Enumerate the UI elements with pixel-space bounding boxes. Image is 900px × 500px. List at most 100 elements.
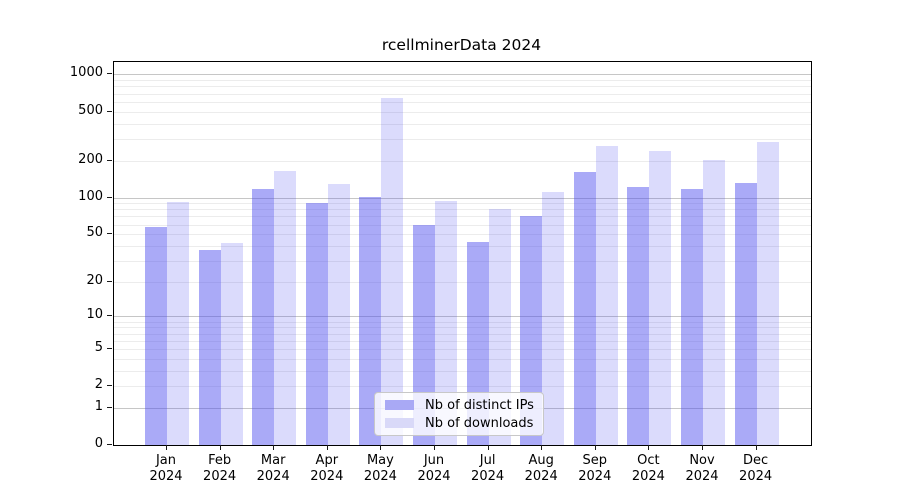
x-axis-tick <box>380 445 382 450</box>
x-axis-tick <box>434 445 435 450</box>
grid-line-minor <box>114 123 811 125</box>
x-axis-tick <box>541 445 543 450</box>
y-axis-tick <box>107 347 112 349</box>
grid-line-minor <box>114 260 811 262</box>
x-axis-tick <box>755 445 757 450</box>
x-axis-tick <box>702 445 703 450</box>
bar-distinct-ips <box>627 186 650 445</box>
grid-line-minor <box>114 209 811 211</box>
y-axis-tick <box>107 385 112 387</box>
x-axis-tick <box>487 445 489 450</box>
bar-distinct-ips <box>573 172 596 445</box>
bar-downloads <box>488 208 511 445</box>
y-axis-tick-label: 20 <box>86 272 103 288</box>
grid-line-minor <box>114 340 811 342</box>
bar-distinct-ips <box>413 224 435 445</box>
bar-distinct-ips <box>359 196 382 445</box>
grid-line-minor <box>114 86 811 88</box>
bar-downloads <box>435 200 457 445</box>
bar-distinct-ips <box>305 202 328 445</box>
bar-distinct-ips <box>734 182 757 445</box>
bar-downloads <box>649 151 672 445</box>
x-axis-tick <box>326 445 328 450</box>
bar-distinct-ips <box>252 189 275 445</box>
chart-title: rcellminerData 2024 <box>381 36 542 54</box>
grid-line-minor <box>114 333 811 335</box>
bar-distinct-ips <box>198 249 221 445</box>
legend-item: Nb of downloads <box>385 416 535 431</box>
legend-swatch-distinct-ips <box>385 400 414 410</box>
x-axis-tick-label: Jun 2024 <box>417 453 451 484</box>
grid-line-major <box>114 197 811 199</box>
legend: Nb of distinct IPs Nb of downloads <box>374 392 544 436</box>
bar-downloads <box>542 191 565 445</box>
x-axis-tick <box>648 445 650 450</box>
grid-line-minor <box>114 348 811 350</box>
y-axis-tick <box>107 444 112 445</box>
y-axis-tick-label: 0 <box>94 436 103 451</box>
x-axis-tick-label: Mar 2024 <box>256 453 290 484</box>
y-axis-tick-label: 10 <box>86 307 103 323</box>
y-axis-tick <box>107 196 112 198</box>
x-axis-tick-label: Apr 2024 <box>310 453 344 484</box>
x-axis-tick-label: Oct 2024 <box>631 453 665 484</box>
y-axis-tick-label: 2 <box>94 377 103 393</box>
y-axis-tick <box>107 73 112 75</box>
y-axis-tick-label: 200 <box>78 151 103 167</box>
y-axis-tick-label: 500 <box>78 102 103 118</box>
x-axis-tick-label: Jul 2024 <box>471 453 505 484</box>
grid-line-minor <box>114 160 811 162</box>
y-axis-tick <box>107 233 112 235</box>
y-axis-tick-label: 50 <box>86 225 103 241</box>
bar-downloads <box>220 243 243 445</box>
legend-item: Nb of distinct IPs <box>385 398 535 413</box>
plot-area <box>113 61 812 446</box>
y-axis-tick <box>107 280 112 282</box>
grid-line-minor <box>114 101 811 103</box>
bar-downloads <box>595 145 618 445</box>
x-axis-tick-label: Aug 2024 <box>524 453 558 484</box>
grid-line-minor <box>114 111 811 113</box>
legend-swatch-downloads <box>385 418 414 428</box>
bar-distinct-ips <box>145 227 167 445</box>
bar-downloads <box>756 141 779 445</box>
y-axis-tick <box>107 315 112 317</box>
grid-line-minor <box>114 321 811 323</box>
grid-line-minor <box>114 216 811 218</box>
grid-line-minor <box>114 281 811 283</box>
grid-line-minor <box>114 386 811 388</box>
x-axis-tick-label: Nov 2024 <box>685 453 719 484</box>
grid-line-minor <box>114 327 811 329</box>
grid-line-major <box>114 316 811 318</box>
grid-line-minor <box>114 224 811 226</box>
y-axis-tick <box>107 110 112 112</box>
x-axis-tick-label: Jan 2024 <box>149 453 183 484</box>
grid-line-minor <box>114 203 811 205</box>
y-axis-tick <box>107 159 112 161</box>
grid-line-minor <box>114 245 811 247</box>
grid-line-minor <box>114 358 811 360</box>
legend-label-distinct-ips: Nb of distinct IPs <box>425 397 534 413</box>
x-axis-tick <box>594 445 596 450</box>
legend-label-downloads: Nb of downloads <box>425 415 534 431</box>
grid-line-minor <box>114 234 811 236</box>
y-axis-tick-label: 1 <box>94 398 103 414</box>
x-axis-tick-label: Feb 2024 <box>203 453 237 484</box>
x-axis-tick-label: May 2024 <box>363 453 397 484</box>
grid-line-major <box>114 74 811 76</box>
x-axis-tick <box>219 445 221 450</box>
bar-downloads <box>381 97 404 445</box>
bar-downloads <box>703 160 725 445</box>
y-axis-tick <box>107 406 112 408</box>
x-axis-tick <box>166 445 167 450</box>
x-axis-tick <box>273 445 275 450</box>
bar-downloads <box>167 201 189 445</box>
grid-line-minor <box>114 370 811 372</box>
bar-downloads <box>274 171 297 445</box>
y-axis-tick-label: 5 <box>94 339 103 355</box>
grid-line-minor <box>114 80 811 82</box>
y-axis-tick-label: 100 <box>78 188 103 204</box>
grid-line-minor <box>114 138 811 140</box>
y-axis-tick-label: 1000 <box>69 65 103 81</box>
